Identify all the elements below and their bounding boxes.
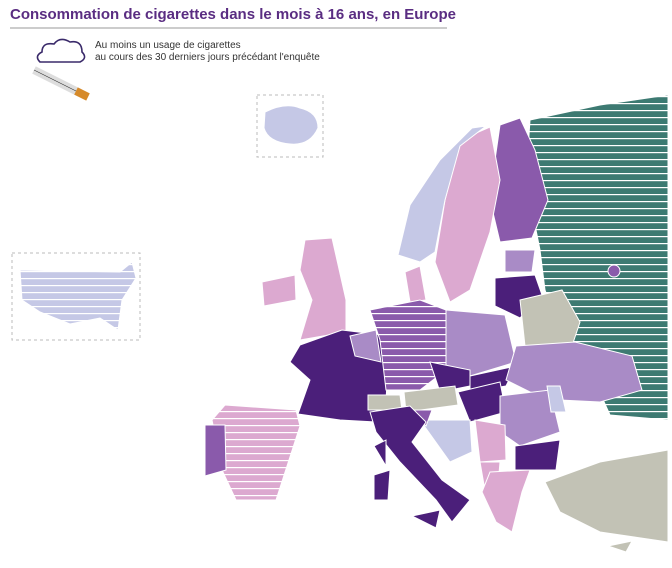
legend-icon — [32, 38, 90, 101]
title: Consommation de cigarettes dans le mois … — [10, 6, 456, 23]
legend-line: Au moins un usage de cigarettes — [95, 40, 241, 51]
countries — [204, 94, 669, 553]
legend-line: au cours des 30 derniers jours précédant… — [95, 52, 320, 63]
insets — [11, 94, 324, 341]
